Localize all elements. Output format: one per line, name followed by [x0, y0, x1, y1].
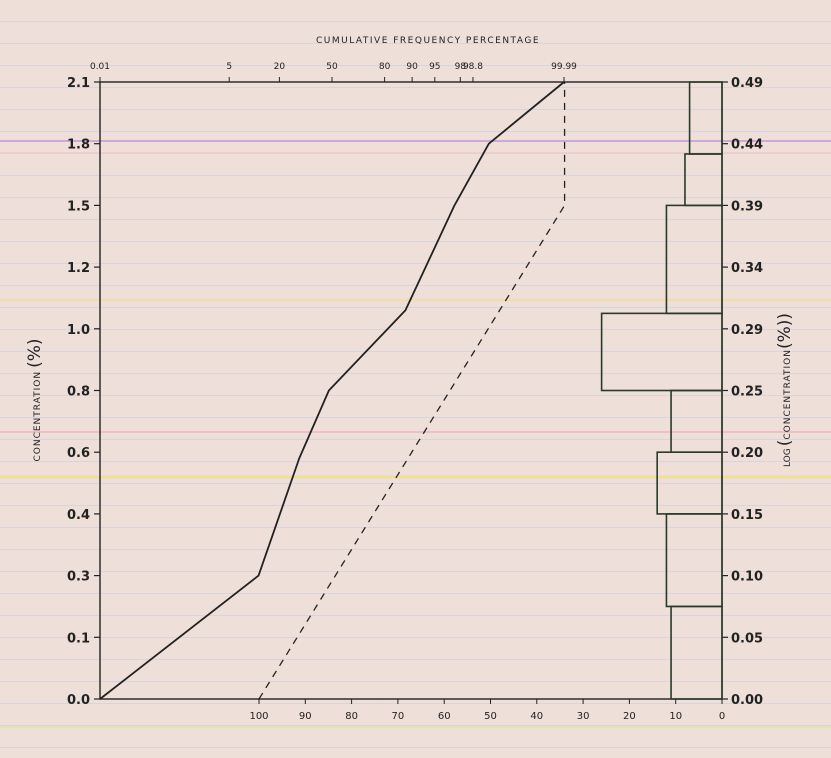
paper-lines: [0, 140, 831, 728]
left-tick-label: 1.0: [67, 323, 90, 338]
bottom-tick-label: 20: [623, 711, 636, 722]
right-tick-label: 0.15: [731, 508, 763, 523]
right-tick-label: 0.39: [731, 199, 763, 214]
right-tick-label: 0.44: [731, 138, 763, 153]
right-tick-label: 0.29: [731, 323, 763, 338]
left-tick-label: 0.8: [67, 385, 90, 400]
left-tick-label: 0.3: [67, 570, 90, 585]
right-tick-label: 0.25: [731, 385, 763, 400]
svg-text:CONCENTRATION(%): CONCENTRATION (%): [25, 338, 45, 461]
top-tick-label: 90: [406, 62, 418, 72]
top-tick-label: 95: [429, 62, 440, 72]
left-tick-label: 0.1: [67, 631, 90, 646]
histogram-bar: [670, 389, 723, 454]
bottom-tick-label: 40: [530, 711, 543, 722]
left-axis-title: CONCENTRATION (%): [25, 338, 45, 461]
histogram-bar: [665, 204, 723, 315]
histogram-bar: [684, 153, 723, 207]
right-tick-label: 0.10: [731, 570, 763, 585]
bottom-ticks: 100 90 80 70 60 50 40 30 20 10 0: [249, 699, 725, 722]
left-tick-label: 0.0: [67, 693, 90, 708]
bottom-tick-label: 50: [484, 711, 497, 722]
top-axis-title: CUMULATIVE FREQUENCY PERCENTAGE: [316, 36, 540, 46]
left-ticks: 0.0 0.1 0.3 0.4 0.6 0.8 1.0 1.2 1.5 1.8 2.1: [67, 76, 100, 708]
left-tick-label: 0.4: [67, 508, 90, 523]
right-tick-label: 0.49: [731, 76, 763, 91]
histogram-bar: [670, 605, 723, 700]
right-ticks: 0.00 0.05 0.10 0.15 0.20 0.25 0.29 0.34 0.39 0.44…: [722, 76, 763, 708]
histogram-bar: [688, 81, 723, 155]
bottom-tick-label: 0: [719, 711, 725, 722]
bottom-tick-label: 30: [577, 711, 590, 722]
top-tick-label: 5: [226, 62, 232, 72]
right-tick-label: 0.20: [731, 446, 763, 461]
bottom-tick-label: 100: [249, 711, 268, 722]
right-tick-label: 0.00: [731, 693, 763, 708]
data-lines: [99, 81, 566, 700]
dashed-line: [258, 82, 566, 700]
right-axis-paren-close: ): [775, 313, 795, 320]
right-axis-unit: (%): [775, 320, 795, 349]
left-tick-label: 1.8: [67, 138, 90, 153]
top-tick-label: 20: [274, 62, 286, 72]
left-tick-label: 0.6: [67, 446, 90, 461]
bottom-tick-label: 10: [669, 711, 682, 722]
svg-text:LOG(CONCENTRATION(%)): LOG(CONCENTRATION(%)): [775, 313, 795, 467]
left-axis-unit: (%): [25, 338, 45, 367]
left-tick-label: 1.2: [67, 261, 90, 276]
right-axis-title-text: LOG: [783, 448, 793, 467]
left-tick-label: 2.1: [67, 76, 90, 91]
right-tick-label: 0.34: [731, 261, 763, 276]
histogram-bar: [665, 513, 723, 608]
top-tick-label: 50: [326, 62, 338, 72]
top-tick-label: 98.8: [463, 62, 483, 72]
right-axis-inner: CONCENTRATION: [783, 349, 793, 440]
right-axis-title: LOG(CONCENTRATION(%)): [775, 313, 795, 467]
top-tick-label: 98: [455, 62, 467, 72]
bottom-tick-label: 90: [299, 711, 312, 722]
top-tick-label: 0.01: [90, 62, 110, 72]
cumulative-line: [99, 81, 565, 700]
top-tick-label: 99.99: [551, 62, 577, 72]
right-tick-label: 0.05: [731, 631, 763, 646]
left-axis-title-text: CONCENTRATION: [33, 371, 43, 462]
histogram-bar: [656, 451, 723, 515]
bottom-tick-label: 80: [345, 711, 358, 722]
bottom-tick-label: 60: [438, 711, 451, 722]
right-axis-paren-open: (: [775, 440, 795, 447]
histogram-bar: [600, 312, 723, 392]
left-tick-label: 1.5: [67, 199, 90, 214]
histogram: [600, 81, 723, 700]
top-tick-label: 80: [379, 62, 391, 72]
bottom-tick-label: 70: [392, 711, 405, 722]
